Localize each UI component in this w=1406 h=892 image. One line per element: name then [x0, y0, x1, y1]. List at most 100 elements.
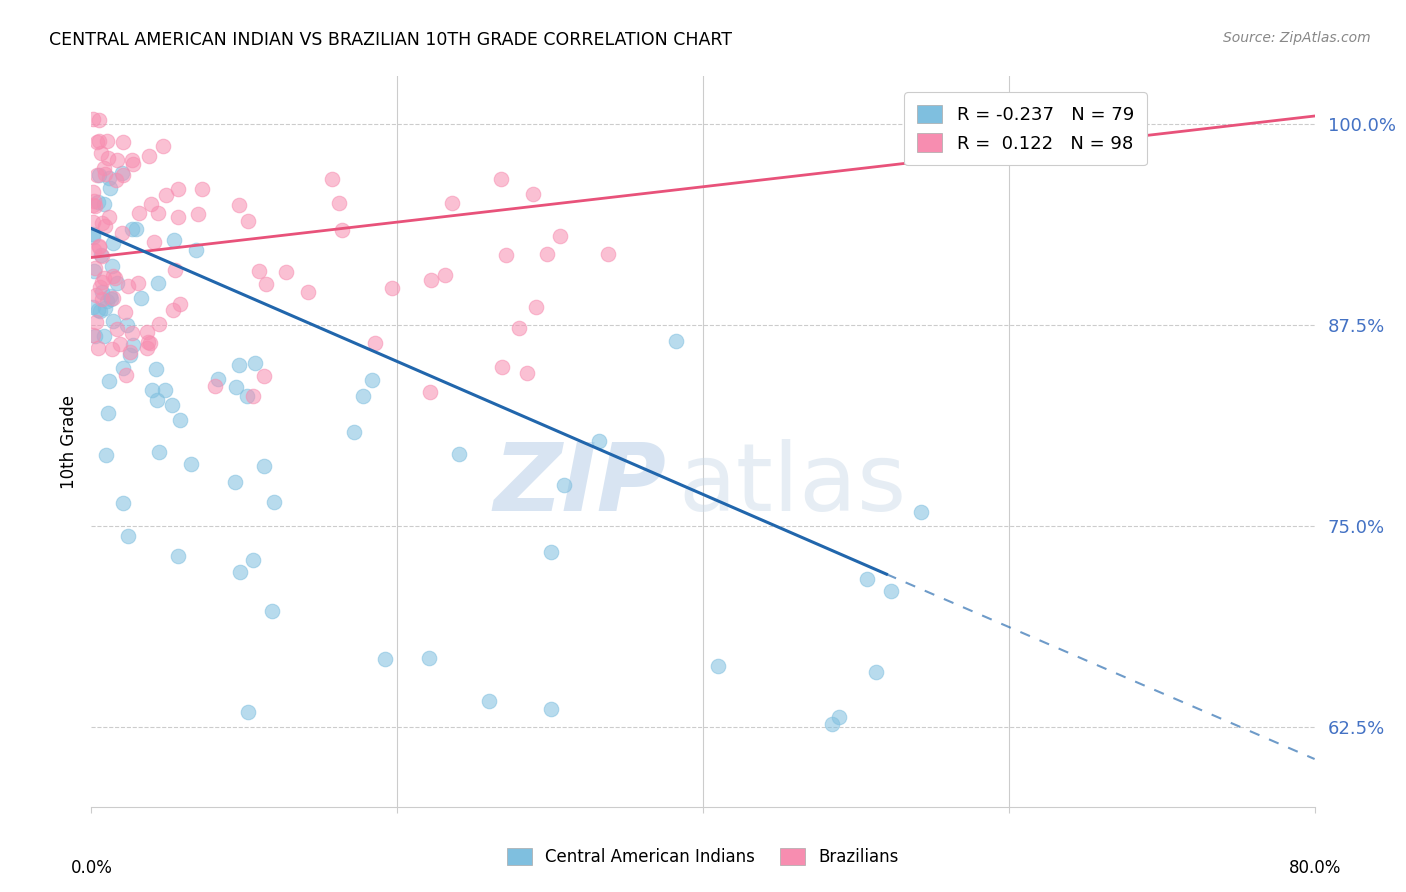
Point: [242, 553, 264, 567]
Point: [598, 247, 620, 261]
Point: [104, 173, 127, 187]
Point: [160, 398, 183, 412]
Point: [153, 384, 176, 398]
Point: [167, 210, 190, 224]
Point: [166, 549, 188, 564]
Point: [97, 406, 120, 420]
Point: [117, 529, 139, 543]
Point: [114, 305, 136, 319]
Point: [89, 112, 111, 127]
Point: [418, 651, 440, 665]
Point: [122, 157, 145, 171]
Point: [135, 325, 157, 339]
Point: [101, 259, 124, 273]
Point: [101, 342, 124, 356]
Point: [93, 271, 115, 285]
Point: [82, 215, 104, 229]
Point: [169, 413, 191, 427]
Point: [186, 243, 208, 257]
Point: [117, 279, 139, 293]
Point: [90, 292, 112, 306]
Point: [82, 185, 104, 199]
Point: [364, 335, 387, 350]
Point: [93, 196, 115, 211]
Text: 80.0%: 80.0%: [1288, 859, 1341, 877]
Point: [855, 572, 877, 586]
Point: [131, 291, 153, 305]
Point: [87, 134, 110, 148]
Point: [127, 276, 149, 290]
Point: [105, 322, 128, 336]
Point: [491, 360, 513, 375]
Point: [103, 236, 125, 251]
Point: [162, 303, 184, 318]
Point: [540, 545, 562, 559]
Point: [96, 448, 118, 462]
Point: [228, 358, 250, 372]
Point: [83, 194, 105, 209]
Point: [155, 187, 177, 202]
Point: [419, 384, 441, 399]
Point: [82, 112, 104, 126]
Point: [94, 219, 117, 234]
Point: [163, 263, 186, 277]
Point: [187, 207, 209, 221]
Point: [121, 221, 143, 235]
Text: CENTRAL AMERICAN INDIAN VS BRAZILIAN 10TH GRADE CORRELATION CHART: CENTRAL AMERICAN INDIAN VS BRAZILIAN 10T…: [49, 31, 733, 49]
Point: [84, 198, 107, 212]
Point: [101, 314, 124, 328]
Point: [82, 229, 104, 244]
Point: [138, 149, 160, 163]
Point: [478, 694, 501, 708]
Point: [86, 169, 108, 183]
Point: [707, 658, 730, 673]
Point: [82, 198, 104, 212]
Point: [879, 584, 901, 599]
Point: [128, 206, 150, 220]
Point: [84, 287, 107, 301]
Point: [111, 135, 134, 149]
Point: [148, 206, 170, 220]
Point: [297, 285, 319, 299]
Point: [101, 291, 124, 305]
Point: [821, 716, 844, 731]
Point: [125, 221, 148, 235]
Point: [352, 389, 374, 403]
Point: [242, 389, 264, 403]
Point: [148, 317, 170, 331]
Text: ZIP: ZIP: [494, 440, 666, 532]
Point: [84, 329, 107, 343]
Point: [253, 369, 276, 384]
Point: [236, 706, 259, 720]
Point: [360, 373, 382, 387]
Point: [122, 337, 145, 351]
Point: [141, 383, 163, 397]
Point: [84, 260, 107, 275]
Point: [87, 341, 110, 355]
Point: [87, 238, 110, 252]
Point: [136, 341, 159, 355]
Point: [114, 368, 136, 382]
Point: [82, 300, 104, 314]
Point: [434, 268, 457, 282]
Text: atlas: atlas: [679, 440, 907, 532]
Point: [141, 196, 163, 211]
Point: [588, 434, 610, 449]
Point: [447, 447, 470, 461]
Text: Source: ZipAtlas.com: Source: ZipAtlas.com: [1223, 31, 1371, 45]
Point: [84, 315, 107, 329]
Point: [253, 458, 276, 473]
Point: [508, 320, 530, 334]
Point: [224, 475, 246, 490]
Point: [169, 297, 191, 311]
Point: [374, 652, 396, 666]
Point: [97, 151, 120, 165]
Text: 0.0%: 0.0%: [70, 859, 112, 877]
Point: [97, 170, 120, 185]
Point: [98, 289, 121, 303]
Point: [96, 293, 118, 308]
Point: [86, 194, 108, 209]
Point: [108, 337, 131, 351]
Point: [139, 336, 162, 351]
Point: [148, 444, 170, 458]
